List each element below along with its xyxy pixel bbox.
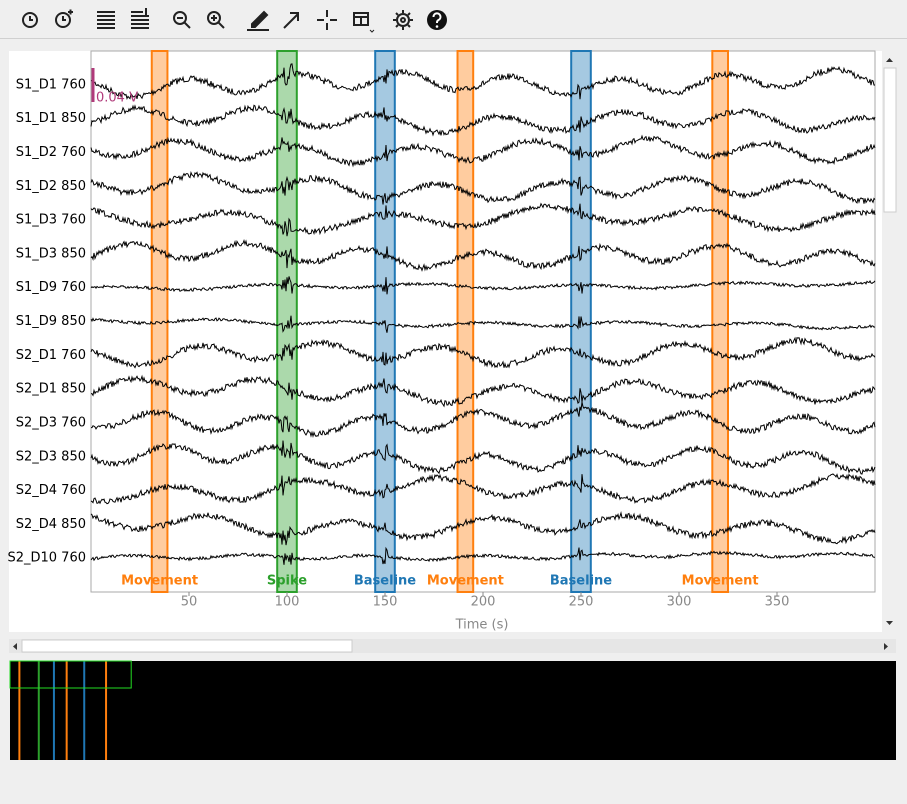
scale-bar-label: 0.04 V xyxy=(96,91,138,106)
trace xyxy=(90,336,876,369)
channel-name: S2_D1 850 xyxy=(16,382,86,397)
channel-name: S1_D2 760 xyxy=(16,145,86,160)
channel-name: S2_D3 850 xyxy=(16,449,86,464)
labels: Movement Spike Baseline Movement Baseline Mov… xyxy=(7,68,789,610)
horizontal-scroll-thumb[interactable] xyxy=(21,639,353,653)
annotation-label: Spike xyxy=(267,574,307,589)
annotation-span xyxy=(711,50,730,593)
channel-name: S2_D10 760 xyxy=(7,551,86,566)
x-tick-label: 250 xyxy=(569,595,594,610)
trace xyxy=(90,238,876,272)
channel-name: S1_D9 850 xyxy=(16,314,86,329)
x-tick-label: 150 xyxy=(373,595,398,610)
annotation-span xyxy=(456,50,475,593)
channel-name: S1_D3 760 xyxy=(16,213,86,228)
button-help[interactable] xyxy=(427,10,447,30)
trace xyxy=(90,276,876,295)
trace xyxy=(91,401,876,438)
trace xyxy=(90,511,876,546)
button-crosshair[interactable] xyxy=(317,10,337,30)
trace xyxy=(90,440,876,475)
channel-name: S1_D1 760 xyxy=(16,77,86,92)
overview-window xyxy=(9,660,132,689)
button-zoom-in[interactable] xyxy=(207,11,225,29)
annotation-span xyxy=(276,50,298,593)
button-settings[interactable] xyxy=(393,10,413,30)
channel-name: S1_D3 850 xyxy=(16,246,86,261)
annotation-label: Baseline xyxy=(550,574,612,589)
traces xyxy=(90,63,876,565)
trace xyxy=(90,374,876,408)
trace xyxy=(90,63,876,100)
annotation-label: Movement xyxy=(121,574,198,589)
button-annotate[interactable] xyxy=(247,10,269,31)
x-tick-label: 100 xyxy=(275,595,300,610)
trace xyxy=(90,202,876,237)
trace xyxy=(90,104,876,137)
trace xyxy=(90,134,876,168)
button-scroll[interactable] xyxy=(283,12,299,29)
plot-panel xyxy=(9,51,882,632)
trace xyxy=(90,171,876,205)
annotation-label: Movement xyxy=(682,574,759,589)
button-more-channels[interactable] xyxy=(131,8,149,29)
vertical-scroll-thumb[interactable] xyxy=(883,67,897,213)
toolbar-icons xyxy=(22,8,413,33)
x-axis-label: Time (s) xyxy=(455,618,509,633)
x-tick-label: 300 xyxy=(667,595,692,610)
trace xyxy=(90,546,876,565)
annotation-label: Movement xyxy=(427,574,504,589)
button-back[interactable] xyxy=(22,12,38,28)
channel-name: S1_D2 850 xyxy=(16,179,86,194)
trace xyxy=(90,473,876,505)
x-tick-label: 50 xyxy=(181,595,198,610)
button-forward[interactable] xyxy=(55,9,73,28)
trace xyxy=(90,315,876,333)
overview-bar[interactable] xyxy=(10,661,896,760)
toolbar xyxy=(0,0,907,38)
button-zoom-out[interactable] xyxy=(173,11,191,29)
x-tick-label: 200 xyxy=(471,595,496,610)
channel-name: S1_D1 850 xyxy=(16,111,86,126)
channel-name: S1_D9 760 xyxy=(16,280,86,295)
channel-name: S2_D3 760 xyxy=(16,415,86,430)
x-tick-label: 350 xyxy=(765,595,790,610)
annotation-label: Baseline xyxy=(354,574,416,589)
annotation-span xyxy=(150,50,169,593)
channel-name: S2_D4 850 xyxy=(16,517,86,532)
channel-name: S2_D1 760 xyxy=(16,348,86,363)
button-layout[interactable] xyxy=(353,12,375,33)
button-fewer-channels[interactable] xyxy=(97,11,115,29)
channel-name: S2_D4 760 xyxy=(16,483,86,498)
overview-marks xyxy=(9,660,132,760)
